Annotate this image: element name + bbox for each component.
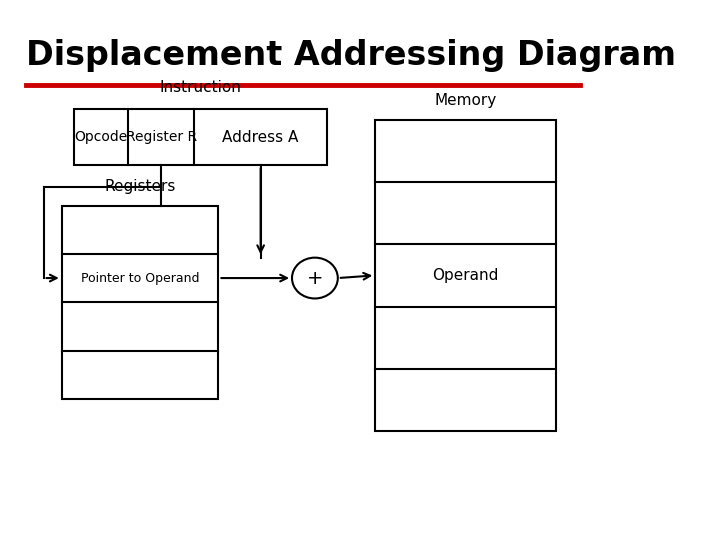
Circle shape <box>292 258 338 299</box>
Text: Opcode: Opcode <box>74 130 127 144</box>
Bar <box>73 109 327 165</box>
Text: Address A: Address A <box>222 130 299 145</box>
Text: Pointer to Operand: Pointer to Operand <box>81 272 199 285</box>
Text: Operand: Operand <box>433 268 499 283</box>
Text: +: + <box>307 268 323 288</box>
Text: Displacement Addressing Diagram: Displacement Addressing Diagram <box>25 39 675 72</box>
Text: Instruction: Instruction <box>159 80 241 96</box>
Text: Registers: Registers <box>104 179 176 194</box>
Bar <box>375 119 556 431</box>
Text: Register R: Register R <box>125 130 197 144</box>
Text: Memory: Memory <box>434 93 497 108</box>
Bar <box>62 206 218 399</box>
